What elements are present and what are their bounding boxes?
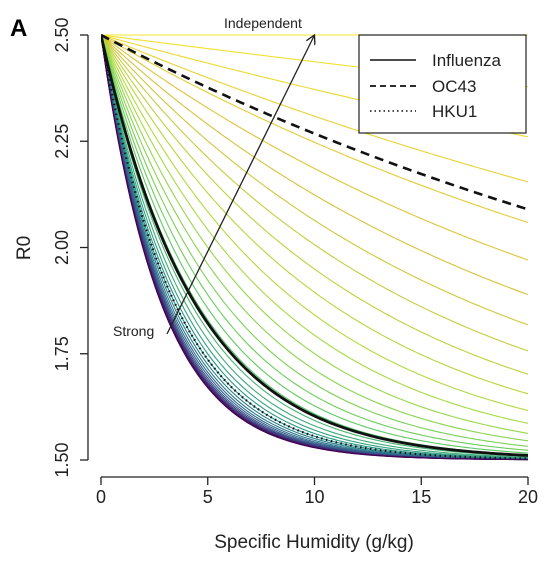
- x-tick-label: 15: [411, 487, 431, 507]
- background-curve: [101, 34, 529, 352]
- background-curve: [101, 34, 529, 224]
- y-tick-label: 1.50: [52, 442, 72, 477]
- y-tick-label: 2.00: [52, 230, 72, 265]
- legend-label-hku1: HKU1: [432, 102, 477, 121]
- legend-box: [358, 34, 527, 134]
- x-tick-label: 10: [304, 487, 324, 507]
- y-tick-label: 2.50: [52, 17, 72, 52]
- legend: Influenza OC43 HKU1: [358, 34, 527, 134]
- background-curve: [101, 34, 529, 451]
- x-tick-label: 0: [96, 487, 106, 507]
- y-ticks: 1.50 1.75 2.00 2.25 2.50: [52, 17, 88, 478]
- background-curve: [101, 34, 529, 395]
- background-curve: [101, 34, 529, 459]
- background-curve: [101, 34, 529, 461]
- background-curve: [101, 34, 529, 375]
- x-axis-label: Specific Humidity (g/kg): [214, 532, 414, 553]
- legend-label-oc43: OC43: [432, 77, 476, 96]
- background-curve: [101, 34, 529, 326]
- x-ticks: 0 5 10 15 20: [96, 477, 538, 507]
- x-tick-label: 5: [203, 487, 213, 507]
- series-line-influenza: [101, 34, 529, 457]
- gradient-arrow: [166, 36, 314, 335]
- series-line-oc43: [101, 34, 529, 211]
- background-curve: [101, 34, 529, 459]
- highlighted-curves: [101, 34, 529, 460]
- y-tick-label: 2.25: [52, 124, 72, 159]
- y-tick-label: 1.75: [52, 336, 72, 371]
- background-curve: [101, 34, 529, 447]
- background-curve: [101, 34, 529, 424]
- background-curve: [101, 34, 529, 442]
- annotation-strong: Strong: [113, 323, 154, 339]
- background-curve: [101, 34, 529, 454]
- background-curve: [101, 34, 529, 261]
- background-curve: [101, 34, 529, 457]
- background-curve: [101, 34, 529, 412]
- background-curve: [101, 34, 529, 296]
- background-curve: [101, 34, 529, 458]
- y-axis-label: R0: [14, 236, 35, 260]
- panel-label: A: [10, 15, 27, 42]
- annotation-independent: Independent: [224, 15, 302, 31]
- x-tick-label: 20: [518, 487, 538, 507]
- background-curve: [101, 34, 529, 434]
- background-curve: [101, 34, 529, 183]
- legend-label-influenza: Influenza: [432, 51, 502, 70]
